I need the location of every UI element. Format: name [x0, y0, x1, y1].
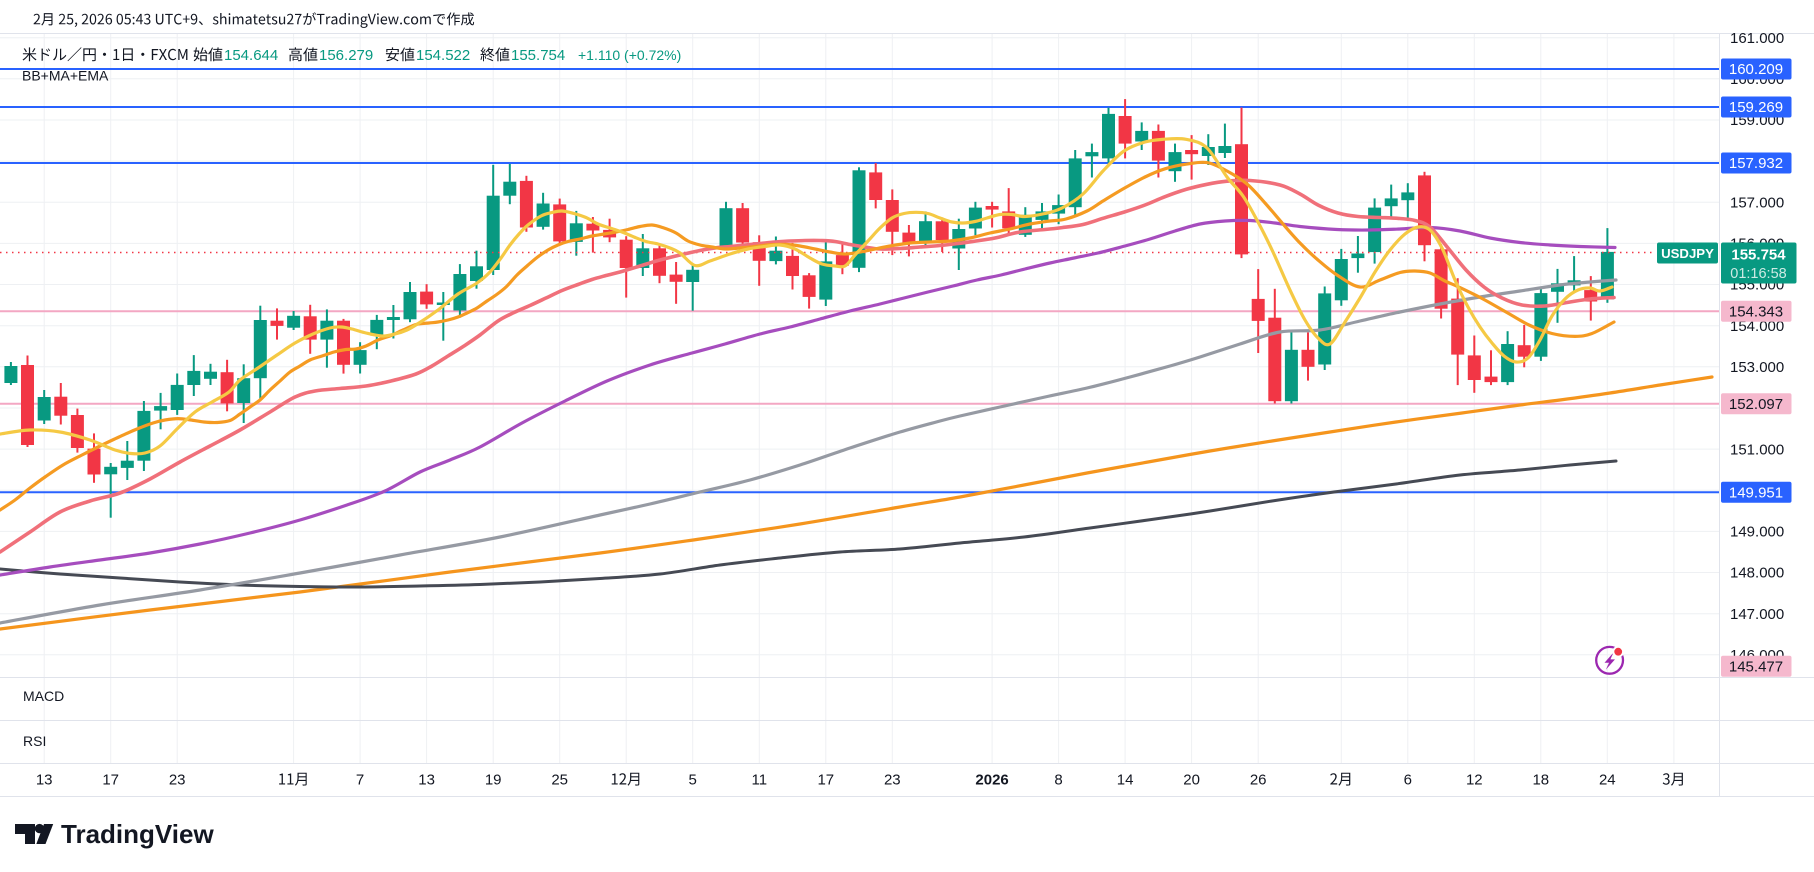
svg-text:157.932: 157.932	[1729, 155, 1783, 172]
svg-text:13: 13	[418, 772, 435, 789]
svg-text:26: 26	[1250, 772, 1267, 789]
svg-text:BB+MA+EMA: BB+MA+EMA	[22, 68, 109, 84]
svg-text:145.477: 145.477	[1729, 659, 1783, 676]
svg-text:17: 17	[817, 772, 834, 789]
svg-text:TradingView: TradingView	[61, 819, 214, 849]
svg-text:154.000: 154.000	[1730, 318, 1784, 335]
svg-text:2026: 2026	[975, 772, 1008, 789]
svg-text:USDJPY: USDJPY	[1661, 246, 1714, 261]
svg-text:154.644: 154.644	[224, 47, 278, 64]
svg-text:7: 7	[356, 772, 364, 789]
svg-text:24: 24	[1599, 772, 1616, 789]
svg-text:6: 6	[1404, 772, 1412, 789]
svg-text:11: 11	[752, 772, 768, 789]
svg-text:154.343: 154.343	[1729, 304, 1783, 321]
svg-text:23: 23	[884, 772, 901, 789]
svg-text:155.754: 155.754	[511, 47, 565, 64]
svg-text:25: 25	[551, 772, 568, 789]
svg-text:149.951: 149.951	[1729, 485, 1783, 502]
svg-text:154.522: 154.522	[416, 47, 470, 64]
svg-text:148.000: 148.000	[1730, 565, 1784, 582]
svg-text:13: 13	[36, 772, 53, 789]
svg-text:152.097: 152.097	[1729, 396, 1783, 413]
svg-text:153.000: 153.000	[1730, 359, 1784, 376]
svg-text:157.000: 157.000	[1730, 195, 1784, 212]
svg-text:17: 17	[102, 772, 119, 789]
svg-text:MACD: MACD	[23, 688, 64, 704]
svg-text:155.754: 155.754	[1731, 247, 1786, 264]
svg-text:18: 18	[1532, 772, 1549, 789]
svg-text:159.269: 159.269	[1729, 99, 1783, 116]
svg-text:149.000: 149.000	[1730, 524, 1784, 541]
svg-text:+1.110 (+0.72%): +1.110 (+0.72%)	[578, 47, 681, 63]
svg-text:8: 8	[1054, 772, 1062, 789]
svg-text:19: 19	[485, 772, 502, 789]
svg-text:23: 23	[169, 772, 186, 789]
svg-text:151.000: 151.000	[1730, 441, 1784, 458]
svg-text:01:16:58: 01:16:58	[1730, 266, 1786, 282]
svg-text:5: 5	[689, 772, 697, 789]
svg-text:160.209: 160.209	[1729, 61, 1783, 78]
svg-text:156.279: 156.279	[319, 47, 373, 64]
svg-text:RSI: RSI	[23, 733, 46, 749]
svg-text:20: 20	[1183, 772, 1200, 789]
svg-text:12: 12	[1466, 772, 1483, 789]
svg-text:14: 14	[1117, 772, 1134, 789]
svg-text:161.000: 161.000	[1730, 30, 1784, 47]
svg-text:147.000: 147.000	[1730, 606, 1784, 623]
